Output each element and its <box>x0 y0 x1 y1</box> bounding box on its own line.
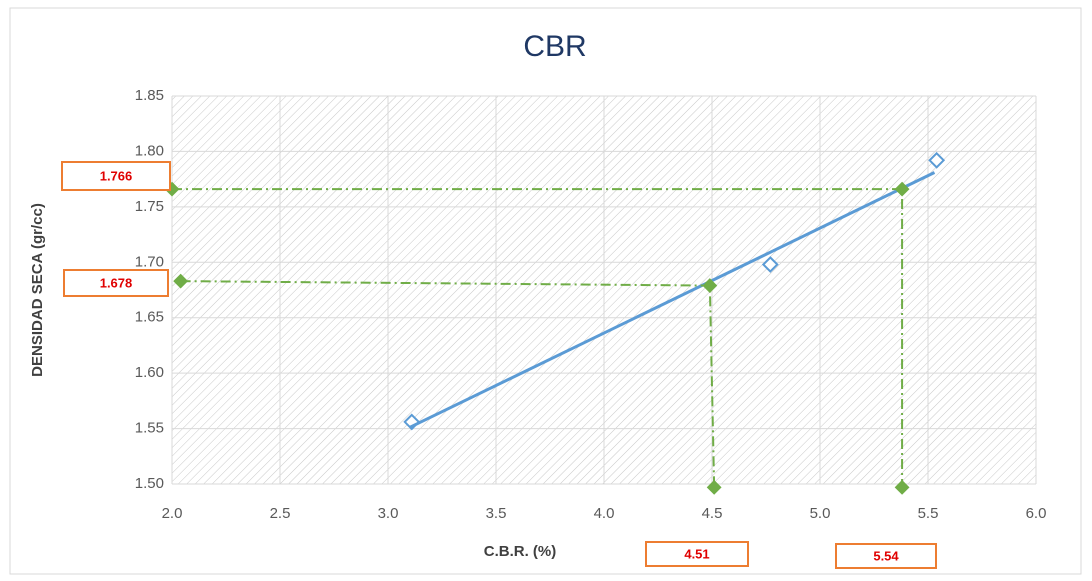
y-tick-label: 1.55 <box>135 420 164 437</box>
annotation: 1.678 <box>63 269 169 297</box>
annotation-text: 1.678 <box>100 275 133 290</box>
annotation: 1.766 <box>61 161 171 191</box>
point <box>173 273 189 289</box>
series <box>164 151 946 495</box>
y-tick-label: 1.50 <box>135 475 164 492</box>
y-tick-label: 1.75 <box>135 198 164 215</box>
x-tick-label: 5.0 <box>810 505 831 522</box>
annotation-text: 1.766 <box>100 168 133 183</box>
point <box>706 479 722 495</box>
x-tick-label: 6.0 <box>1026 505 1047 522</box>
x-axis-label: C.B.R. (%) <box>484 543 557 560</box>
annotation: 4.51 <box>645 541 749 567</box>
y-tick-label: 1.60 <box>135 364 164 381</box>
x-tick-label: 4.5 <box>702 505 723 522</box>
point <box>894 181 910 197</box>
point <box>894 479 910 495</box>
chart-title: CBR <box>523 30 586 63</box>
annotation-text: 4.51 <box>684 546 709 561</box>
x-tick-label: 3.5 <box>486 505 507 522</box>
y-axis-label: DENSIDAD SECA (gr/cc) <box>29 203 46 377</box>
x-tick-label: 4.0 <box>594 505 615 522</box>
trend-line <box>408 171 936 429</box>
annotation-text: 5.54 <box>873 548 899 563</box>
x-tick-label: 2.0 <box>162 505 183 522</box>
y-tick-label: 1.80 <box>135 142 164 159</box>
grid: 1.50 1.55 1.60 1.65 1.70 1.75 1.80 1.85 2.0 2.5 3.… <box>135 87 1047 522</box>
guide-line <box>172 188 904 488</box>
point <box>761 256 779 273</box>
x-tick-label: 2.5 <box>270 505 291 522</box>
y-tick-label: 1.70 <box>135 253 164 270</box>
y-tick-label: 1.85 <box>135 87 164 104</box>
x-tick-label: 5.5 <box>918 505 939 522</box>
y-tick-label: 1.65 <box>135 309 164 326</box>
x-tick-label: 3.0 <box>378 505 399 522</box>
point <box>928 151 946 169</box>
point <box>702 278 718 293</box>
annotation: 5.54 <box>835 543 937 569</box>
